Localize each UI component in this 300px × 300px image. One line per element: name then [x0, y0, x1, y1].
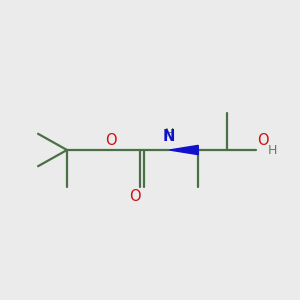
Text: O: O: [130, 189, 141, 204]
Text: H: H: [268, 143, 277, 157]
Text: O: O: [257, 133, 268, 148]
Text: N: N: [163, 129, 176, 144]
Text: H: H: [165, 127, 174, 140]
Text: O: O: [106, 133, 117, 148]
Polygon shape: [169, 146, 198, 154]
